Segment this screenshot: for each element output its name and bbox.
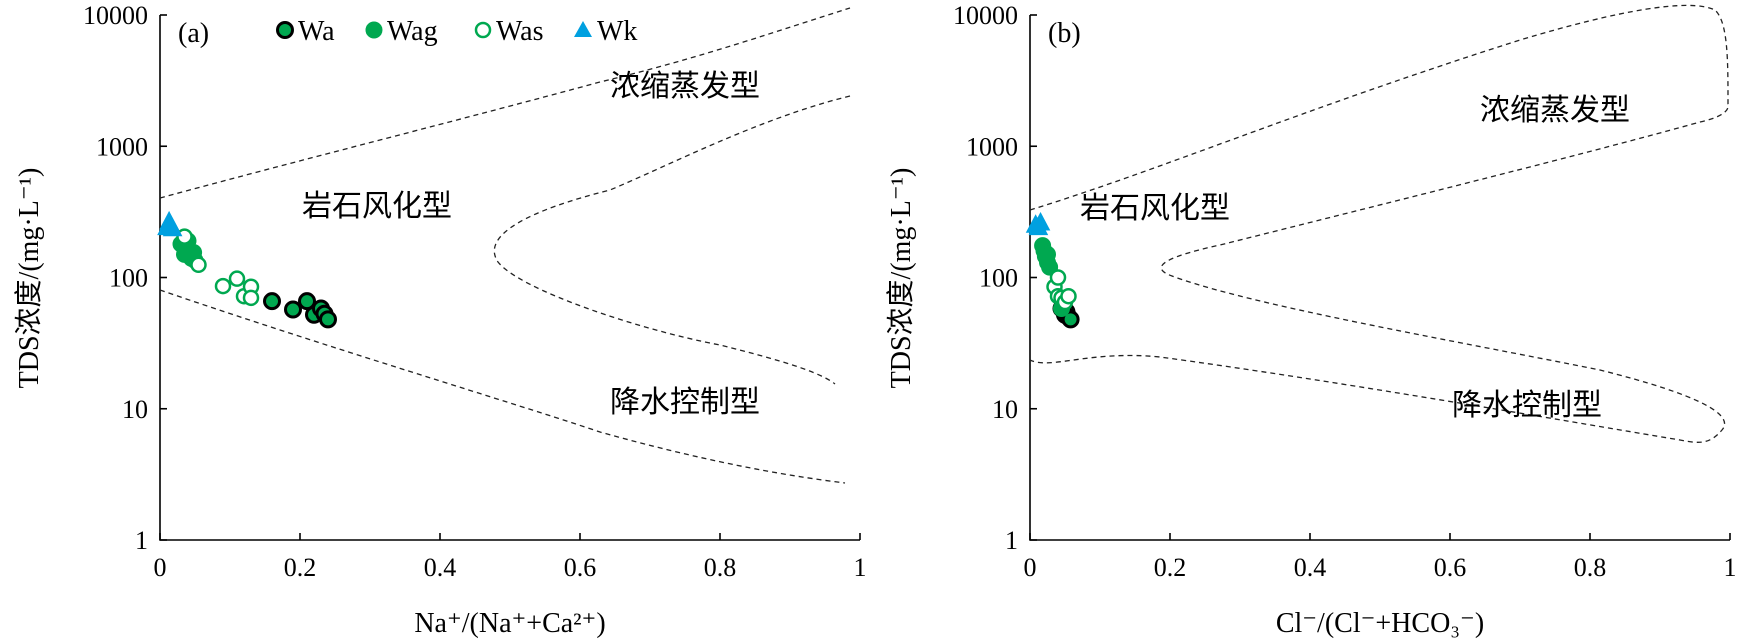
panel-b-y-tick-label: 1 — [1005, 526, 1018, 555]
panel-b-x-tick-label: 1 — [1724, 553, 1737, 582]
panel-a-point-was — [242, 289, 260, 307]
panel-a-y-tick-label: 10000 — [83, 1, 148, 30]
panel-a-point-wa — [298, 292, 316, 311]
panel-a-curved-boundary — [493, 95, 851, 385]
panel-a-zone-evaporation: 浓缩蒸发型 — [610, 69, 760, 104]
panel-a-point-was — [176, 228, 193, 245]
panel-b-point-was — [1060, 287, 1077, 305]
panel-b-zone-weathering: 岩石风化型 — [1080, 191, 1230, 226]
panel-a-x-tick-label: 0.4 — [424, 553, 457, 582]
panel-b-x-axis-title: Cl⁻/(Cl⁻+HCO₃⁻) — [1276, 608, 1484, 639]
panel-b-x-tick-label: 0.2 — [1154, 553, 1187, 582]
panel-b-point-was — [1049, 269, 1067, 286]
panel-a-label: (a) — [178, 18, 209, 49]
panel-a-x-tick-label: 0.2 — [284, 553, 317, 582]
panel-b-x-tick-label: 0.4 — [1294, 553, 1327, 582]
panel-a-x-tick-label: 0 — [154, 553, 167, 582]
panel-b-zone-precipitation: 降水控制型 — [1452, 388, 1602, 423]
legend-label-wk: Wk — [597, 16, 637, 47]
panel-a-x-tick-label: 1 — [854, 553, 867, 582]
panel-b-point-wk — [1030, 211, 1051, 231]
panel-b-y-tick-label: 10000 — [953, 1, 1018, 30]
panel-a-point-wa — [319, 310, 337, 329]
panel-b-y-tick-label: 10 — [992, 395, 1018, 424]
panel-a-point-wk — [162, 217, 183, 237]
panel-a-y-tick-label: 1000 — [96, 132, 148, 161]
panel-a-x-axis-title: Na⁺/(Na⁺+Ca²⁺) — [414, 608, 605, 639]
panel-b-x-tick-label: 0 — [1024, 553, 1037, 582]
panel-b-envelope-boundary — [1029, 4, 1729, 443]
panel-b-x-tick-label: 0.6 — [1434, 553, 1467, 582]
panel-a-zone-precipitation: 降水控制型 — [610, 385, 760, 420]
panel-a-y-tick-label: 100 — [109, 264, 148, 293]
panel-b-y-axis-title: TDS浓度/(mg·L⁻¹) — [885, 168, 917, 389]
panel-a-point-was — [214, 277, 232, 295]
panel-a-point-was — [228, 270, 246, 287]
panel-b-zone-evaporation: 浓缩蒸发型 — [1480, 93, 1630, 128]
legend: Wa Wag Was Wk — [276, 16, 637, 47]
panel-a-lower-boundary — [159, 289, 846, 484]
panel-a-y-axis-title: TDS浓度/(mg·L⁻¹) — [13, 168, 45, 389]
panel-b-y-tick-label: 100 — [979, 264, 1018, 293]
panel-a-y-tick-label: 1 — [135, 526, 148, 555]
panel-b-y-tick-label: 1000 — [966, 132, 1018, 161]
legend-marker-was — [474, 21, 492, 39]
legend-label-wa: Wa — [298, 16, 335, 47]
panel-a-x-tick-label: 0.8 — [704, 553, 737, 582]
legend-marker-wag — [365, 21, 383, 39]
panel-a-point-was — [190, 256, 207, 274]
panel-a-point-wa — [263, 292, 281, 311]
panel-b-point-wa — [1061, 310, 1080, 329]
legend-marker-wa — [276, 21, 294, 39]
legend-marker-wk — [574, 21, 592, 37]
legend-label-wag: Wag — [387, 16, 438, 47]
panel-b-x-tick-label: 0.8 — [1574, 553, 1607, 582]
panel-a-y-tick-label: 10 — [122, 395, 148, 424]
panel-a-point-wa — [284, 300, 302, 319]
panel-a-x-tick-label: 0.6 — [564, 553, 597, 582]
panel-a-upper-boundary — [159, 7, 851, 199]
panel-a-zone-weathering: 岩石风化型 — [302, 189, 452, 224]
legend-label-was: Was — [496, 16, 544, 47]
panel-b-label: (b) — [1048, 18, 1081, 49]
